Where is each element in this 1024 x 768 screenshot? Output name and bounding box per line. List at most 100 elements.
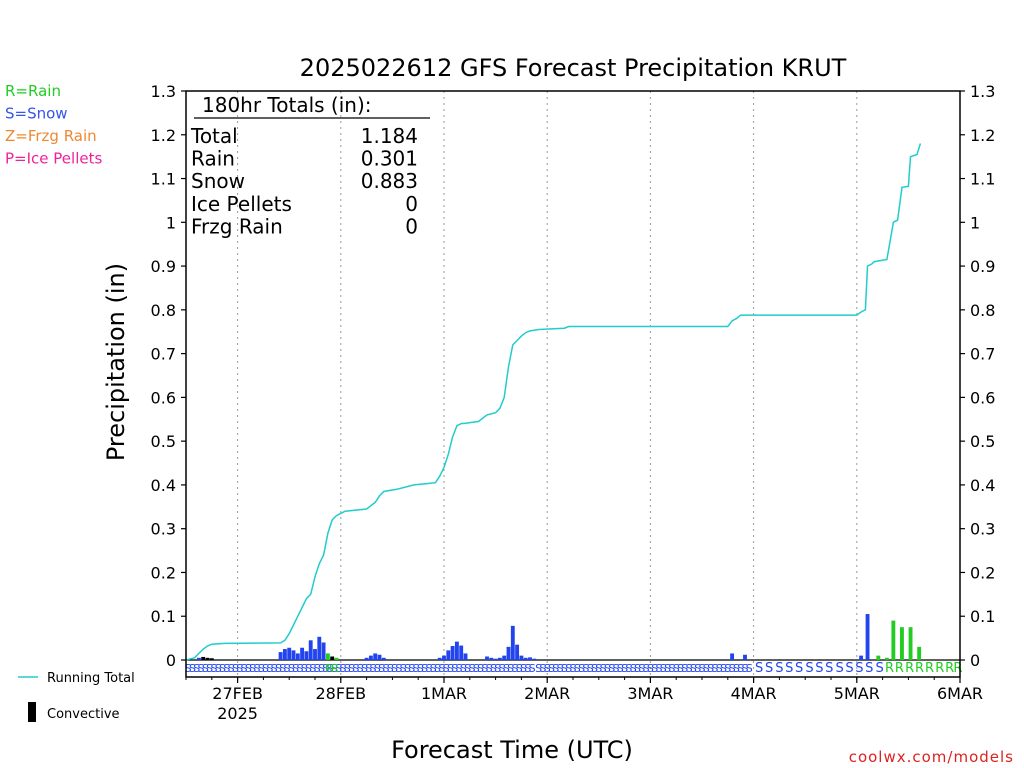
ptype-label: S: [694, 662, 701, 675]
ptype-label: S: [617, 662, 624, 675]
ptype-label: S: [443, 662, 450, 675]
ptype-label: S: [539, 662, 546, 675]
x-tick-label: 3MAR: [627, 684, 673, 703]
ptype-label: S: [365, 662, 372, 675]
ptype-label: S: [578, 662, 585, 675]
totals-row-value: 0.883: [361, 169, 418, 193]
ptype-label: S: [507, 662, 514, 675]
precip-bar: [295, 653, 300, 660]
y-ticks-right: 0 0.1 0.2 0.3 0.4 0.5 0.6 0.7 0.8 0.9 1 1.1 1.2 1.3: [960, 82, 995, 670]
ptype-label: S: [464, 662, 471, 675]
running-total-line: [185, 143, 922, 661]
y-tick-label: 0.3: [151, 520, 176, 539]
ptype-label: S: [400, 662, 407, 675]
ptype-label: S: [503, 662, 510, 675]
ptype-label: S: [690, 662, 697, 675]
x-tick-sublabel: 2025: [217, 704, 258, 723]
precip-bar: [532, 658, 537, 660]
ptype-label: S: [266, 662, 273, 675]
ptype-label: S: [587, 662, 594, 675]
precip-bar: [300, 647, 305, 660]
y-tick-label: 0.5: [970, 432, 995, 451]
y-tick-label: 1.1: [151, 170, 176, 189]
ptype-label: S: [729, 662, 736, 675]
ptype-label: S: [460, 662, 467, 675]
precip-bar: [859, 655, 864, 660]
precip-bar: [730, 653, 735, 660]
precip-bar: [463, 653, 468, 660]
x-tick-label: 1MAR: [421, 684, 467, 703]
y-tick-label: 0.4: [151, 476, 176, 495]
ptype-label: S: [516, 662, 523, 675]
convective-legend-swatch: [28, 702, 36, 722]
ptype-label: S: [544, 662, 551, 675]
precip-bar: [459, 645, 464, 660]
ptype-label: S: [630, 662, 637, 675]
totals-row-value: 1.184: [361, 124, 418, 148]
ptype-label: S: [716, 662, 723, 675]
totals-row-value: 0.301: [361, 147, 418, 171]
precip-bar: [510, 625, 515, 660]
ptype-label: S: [673, 662, 680, 675]
ptype-label: S: [591, 662, 598, 675]
ptype-label: S: [681, 662, 688, 675]
y-tick-label: 1.2: [970, 126, 995, 145]
y-tick-label: 0.5: [151, 432, 176, 451]
totals-row-label: Ice Pellets: [191, 192, 292, 216]
ptype-label: S: [490, 662, 497, 675]
ptype-label: R: [905, 661, 914, 676]
precip-bar: [515, 644, 520, 660]
precip-bar: [308, 640, 313, 660]
x-tick-label: 4MAR: [731, 684, 777, 703]
ptype-label: S: [322, 662, 329, 675]
ptype-label: S: [765, 661, 773, 676]
ptype-label: S: [314, 662, 321, 675]
bars-layer: [196, 614, 922, 660]
ptype-label: S: [561, 662, 568, 675]
precip-bar: [282, 649, 287, 660]
ptype-label: S: [656, 662, 663, 675]
y-tick-label: 0.9: [970, 257, 995, 276]
y-tick-label: 0.7: [970, 345, 995, 364]
ptype-label: R: [915, 661, 924, 676]
ptype-label: S: [481, 662, 488, 675]
y-tick-label: 0.8: [970, 301, 995, 320]
precip-bar: [334, 657, 339, 660]
precip-bar: [291, 650, 296, 660]
y-tick-label: 0.8: [151, 301, 176, 320]
ptype-label: S: [249, 662, 256, 675]
ptype-label: S: [557, 662, 564, 675]
credit-text: coolwx.com/models: [849, 748, 1014, 766]
ptype-label: S: [582, 662, 589, 675]
ptype-legend-item: P=Ice Pellets: [5, 150, 102, 168]
precip-bar: [528, 657, 532, 660]
ptype-label: S: [668, 662, 675, 675]
ptype-label: S: [724, 662, 731, 675]
ptype-label: S: [755, 661, 763, 676]
ptype-label: S: [815, 661, 823, 676]
precip-bar: [313, 649, 317, 660]
ptype-label: S: [621, 662, 628, 675]
ptype-label: S: [451, 662, 458, 675]
ptype-label: R: [925, 661, 934, 676]
y-tick-label: 0.2: [970, 563, 995, 582]
ptype-label: S: [660, 662, 667, 675]
ptype-label: S: [370, 662, 377, 675]
precip-bar: [519, 655, 524, 660]
ptype-label: R: [945, 661, 954, 676]
ptype-label: S: [570, 662, 577, 675]
precip-bar: [373, 653, 378, 660]
precip-bar: [330, 656, 335, 660]
y-tick-label: 0.1: [151, 607, 176, 626]
ptype-label: S: [189, 662, 196, 675]
ptype-label: S: [215, 662, 222, 675]
ptype-label: S: [219, 662, 226, 675]
ptype-label: S: [595, 662, 602, 675]
ptype-label: S: [456, 662, 463, 675]
totals-row-label: Frzg Rain: [191, 214, 283, 238]
ptype-label: S: [520, 662, 527, 675]
ptype-label: S: [292, 662, 299, 675]
ptype-label: S: [634, 662, 641, 675]
ptype-label: S: [361, 662, 368, 675]
ptype-label: S: [327, 662, 334, 675]
